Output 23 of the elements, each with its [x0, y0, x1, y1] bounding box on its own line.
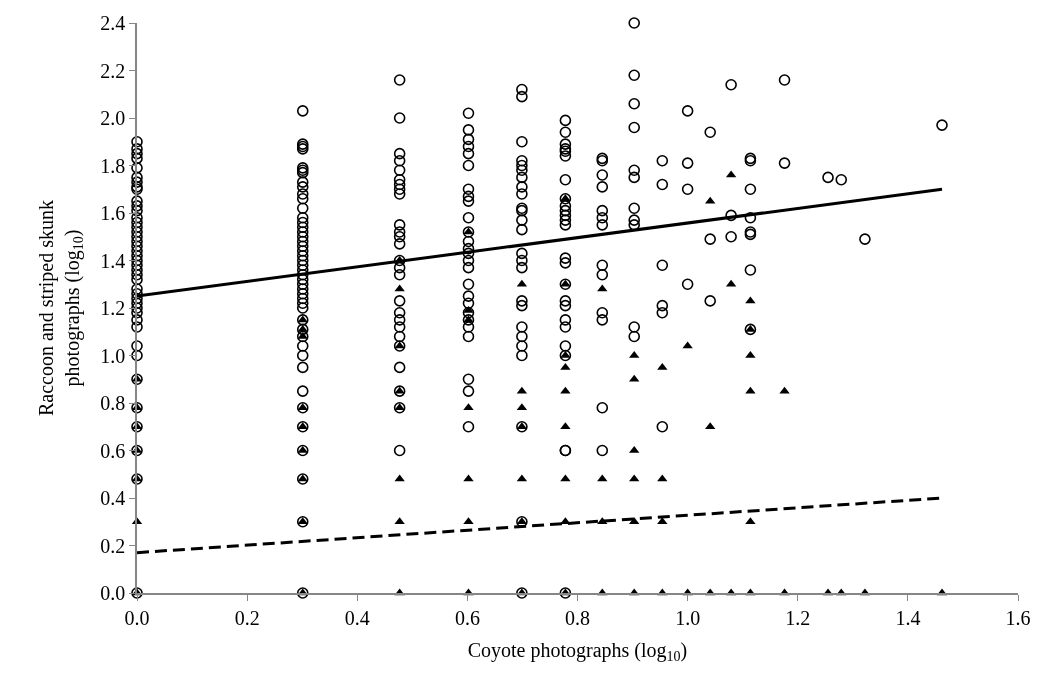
x-tick-label: 1.0 — [675, 606, 701, 629]
y-tick-label: 0.2 — [100, 534, 126, 557]
y-tick-label: 1.0 — [100, 344, 126, 367]
x-tick-label: 1.6 — [1005, 606, 1031, 629]
x-axis-title: Coyote photographs (log$_{10}$) — [467, 638, 688, 664]
y-tick-label: 0.6 — [100, 439, 126, 462]
x-tick-label: 1.4 — [895, 606, 921, 629]
x-tick-label: 0.2 — [234, 606, 260, 629]
y-tick-label: 0.8 — [100, 392, 126, 414]
y-tick-label: 2.4 — [100, 12, 126, 34]
y-tick-label: 1.8 — [100, 154, 126, 177]
y-tick-label: 1.2 — [100, 297, 126, 319]
y-tick-label: 2.2 — [100, 59, 126, 82]
y-tick-label: 2.0 — [100, 107, 126, 129]
y-tick-label: 1.6 — [100, 202, 126, 224]
x-tick-label: 0.8 — [565, 606, 590, 629]
x-tick-label: 0.6 — [454, 606, 480, 629]
x-tick-label: 0.0 — [124, 606, 150, 629]
y-tick-label: 0.0 — [100, 582, 126, 604]
y-tick-label: 0.4 — [100, 487, 126, 509]
y-tick-label: 1.4 — [100, 249, 126, 272]
x-tick-label: 1.2 — [785, 606, 811, 629]
x-tick-label: 0.4 — [344, 606, 370, 629]
